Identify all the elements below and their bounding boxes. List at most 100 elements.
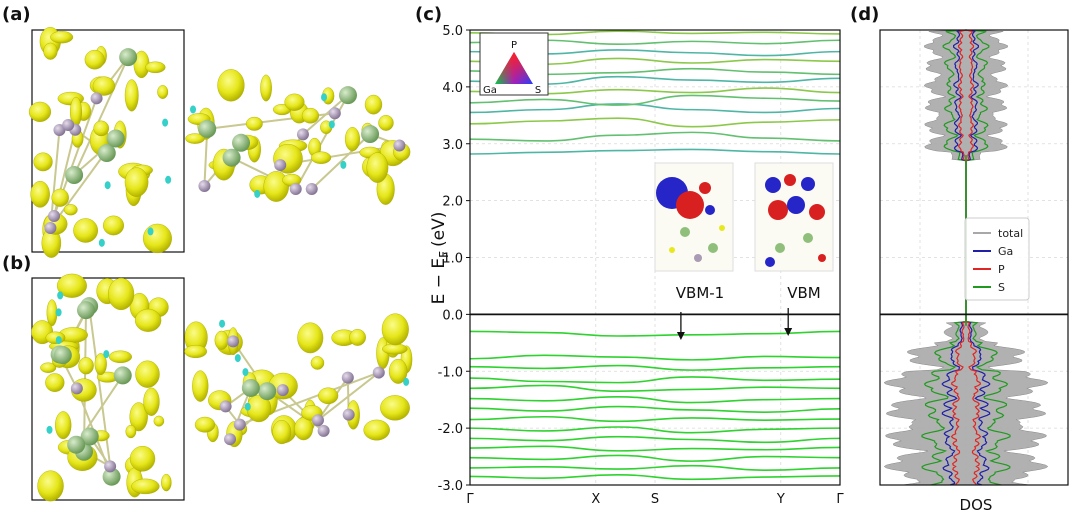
isosurface-cyan [57, 291, 64, 300]
isosurface-cyan [162, 118, 169, 127]
panel-label-c: (c) [415, 4, 443, 25]
isosurface-lobe [45, 373, 65, 392]
isosurface-lobe [93, 120, 110, 137]
ytick-label: 5.0 [442, 24, 463, 39]
isosurface-cyan [98, 238, 105, 247]
isosurface-lobe [63, 204, 78, 216]
dos-axes-frame [879, 29, 1069, 486]
atom-purple [104, 460, 117, 473]
atom-green [77, 301, 95, 320]
isosurface-lobe [73, 218, 98, 243]
triangle-label-p: P [511, 40, 517, 51]
atom-purple [62, 119, 75, 132]
atom-purple [227, 335, 240, 348]
isosurface-cyan [242, 368, 249, 377]
isosurface-lobe [94, 353, 107, 375]
isosurface-lobe [129, 445, 156, 472]
atom-purple [341, 371, 354, 384]
ytick-label: -2.0 [438, 422, 463, 437]
atom-purple [328, 107, 341, 120]
isosurface-lobe [135, 360, 160, 388]
atom-purple [198, 179, 211, 192]
isosurface-cyan [234, 354, 241, 363]
band-line [469, 464, 841, 472]
band-line [469, 376, 841, 384]
isosurface-lobe [28, 101, 52, 122]
dos-legend: total Ga P S [964, 217, 1030, 301]
triangle-label-s: S [535, 85, 541, 96]
isosurface-lobe [382, 343, 408, 355]
band-line [469, 354, 841, 361]
legend-label-p: P [998, 263, 1005, 276]
isosurface-lobe [297, 322, 324, 354]
atom-green [67, 435, 86, 454]
atom-green [80, 427, 99, 446]
atom-green [113, 366, 132, 385]
inset-arrow-head [784, 327, 793, 336]
band-ylabel: E − EF (eV) [429, 212, 451, 305]
ytick-label: 4.0 [442, 81, 463, 96]
band-structure-chart: -3.0 -2.0 -1.0 0.0 1.0 2.0 3.0 4.0 5.0 Γ X S Y Γ E −… [429, 24, 844, 507]
isosurface-lobe [161, 473, 172, 492]
isosurface-lobe [145, 61, 166, 74]
ylabel-text: E − EF (eV) [429, 212, 451, 305]
ytick-label: 0.0 [442, 308, 463, 323]
inset-label-vbm-1: VBM-1 [676, 284, 724, 302]
atom-purple [317, 424, 330, 437]
band-yticks: -3.0 -2.0 -1.0 0.0 1.0 2.0 3.0 4.0 5.0 [438, 24, 470, 494]
band-line [469, 473, 841, 481]
band-arrows [676, 307, 793, 340]
band-line [469, 384, 841, 392]
atom-green [232, 133, 251, 152]
isosurface-lobe [284, 93, 305, 111]
ytick-label: 2.0 [442, 195, 463, 210]
atom-green [106, 129, 125, 148]
isosurface-lobe [378, 115, 394, 131]
isosurface-lobe [46, 299, 58, 327]
isosurface-lobe [108, 277, 135, 311]
isosurface-lobe [51, 188, 69, 207]
isosurface-lobe [184, 344, 208, 358]
panel-label-d: (d) [850, 4, 880, 25]
isosurface-lobe [364, 94, 383, 115]
isosurface-lobe [124, 79, 139, 112]
atom-purple [393, 139, 406, 152]
legend-label-total: total [998, 227, 1023, 240]
atom-green [222, 148, 241, 167]
atom-green [241, 378, 260, 397]
isosurface-cyan [55, 308, 62, 317]
isosurface-lobe [301, 107, 320, 124]
structure-b-top-frame [31, 277, 185, 501]
legend-label-s: S [998, 281, 1005, 294]
kpoint-label: S [651, 492, 659, 507]
isosurface-lobe [344, 127, 360, 152]
isosurface-cyan [328, 120, 335, 129]
band-line [469, 396, 841, 404]
isosurface-lobe [43, 42, 58, 60]
isosurface-lobe [245, 116, 263, 131]
dos-frame [879, 29, 1069, 486]
isosurface-lobe [108, 350, 132, 363]
isosurface-lobe [129, 402, 148, 432]
band-line [469, 94, 841, 106]
ylabel-sub: F [437, 251, 451, 258]
isosurface-lobe [40, 362, 57, 373]
isosurface-cyan [403, 377, 410, 386]
atom-purple [233, 418, 246, 431]
atom-green [258, 382, 277, 401]
atom-purple [289, 183, 302, 196]
isosurface-cyan [219, 319, 226, 328]
atom-purple [296, 128, 309, 141]
band-line [469, 330, 841, 337]
band-line [469, 103, 841, 114]
isosurface-cyan [147, 227, 154, 236]
isosurface-lobe [217, 69, 245, 102]
atom-green [198, 119, 217, 138]
atom-purple [342, 408, 355, 421]
bond [73, 56, 130, 176]
atom-purple [276, 384, 289, 397]
atom-purple [53, 123, 66, 136]
structure-a-top-frame [31, 29, 185, 253]
band-line [469, 148, 841, 155]
isosurface-lobe [157, 85, 169, 99]
